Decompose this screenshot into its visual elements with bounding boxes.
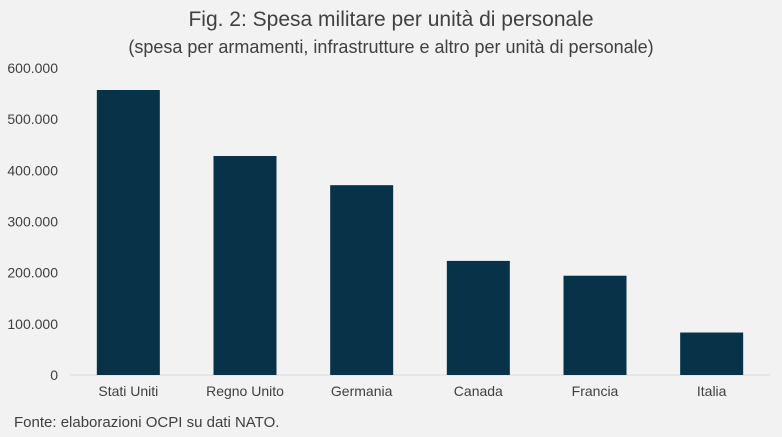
bar	[213, 156, 277, 375]
x-tick-label: Francia	[572, 383, 619, 399]
y-tick-label: 200.000	[7, 265, 58, 281]
source-note: Fonte: elaborazioni OCPI su dati NATO.	[14, 414, 280, 431]
bar	[96, 90, 160, 376]
chart-title: Fig. 2: Spesa militare per unità di pers…	[188, 8, 594, 31]
bar	[563, 275, 627, 375]
y-tick-label: 300.000	[7, 214, 58, 230]
y-axis-ticks: 0 100.000 200.000 300.000 400.000 500.000 600.…	[7, 60, 58, 383]
bar	[446, 260, 510, 375]
bar	[680, 332, 744, 375]
bar	[330, 185, 394, 375]
x-tick-label: Canada	[454, 383, 503, 399]
y-tick-label: 600.000	[7, 60, 58, 76]
x-axis-ticks: Stati Uniti Regno Unito Germania Canada Fran…	[98, 383, 726, 399]
x-tick-label: Italia	[697, 383, 727, 399]
x-tick-label: Germania	[331, 383, 393, 399]
x-tick-label: Stati Uniti	[98, 383, 158, 399]
chart-subtitle: (spesa per armamenti, infrastrutture e a…	[128, 37, 654, 57]
y-tick-label: 100.000	[7, 316, 58, 332]
y-tick-label: 400.000	[7, 162, 58, 178]
y-tick-label: 500.000	[7, 111, 58, 127]
bars	[96, 90, 744, 376]
x-tick-label: Regno Unito	[206, 383, 284, 399]
y-tick-label: 0	[50, 367, 58, 383]
